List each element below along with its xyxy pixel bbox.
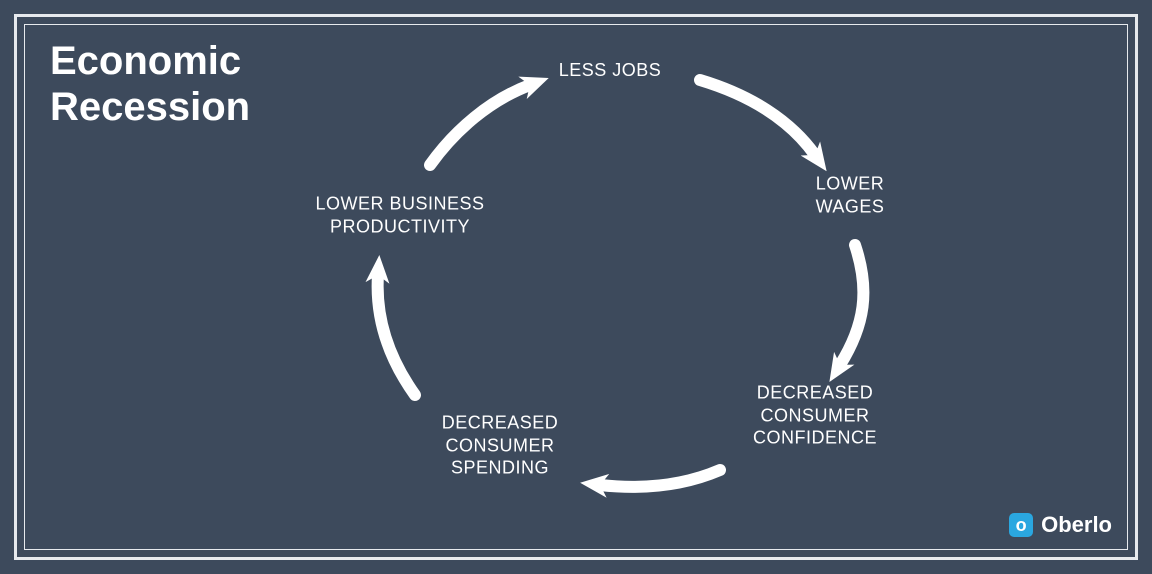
page-title: Economic Recession [50,38,250,130]
cycle-node-decreased-spending: DECREASED CONSUMER SPENDING [442,411,559,479]
cycle-node-decreased-confidence: DECREASED CONSUMER CONFIDENCE [753,381,877,449]
brand-logo-text: Oberlo [1041,512,1112,538]
cycle-node-less-jobs: LESS JOBS [559,59,662,82]
brand-logo: o Oberlo [1009,512,1112,538]
cycle-node-lower-productivity: LOWER BUSINESS PRODUCTIVITY [315,193,484,238]
diagram-canvas: Economic Recession LESS JOBS LOWER WAGES D… [0,0,1152,574]
cycle-node-lower-wages: LOWER WAGES [816,173,885,218]
brand-logo-icon: o [1009,513,1033,537]
